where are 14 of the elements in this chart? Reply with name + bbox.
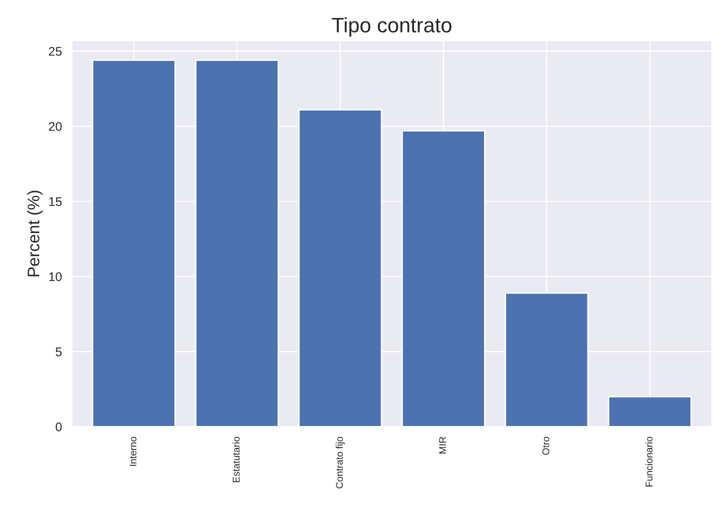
y-axis-title: Percent (%) [27,190,43,276]
y-tick-label: 15 [49,197,62,206]
y-tick-label: 25 [48,46,62,56]
y-tick-label: 5 [56,348,62,356]
y-tick-label: 10 [49,272,62,282]
chart-title: Tipo contrato [332,17,452,37]
y-tick-label: 0 [56,422,62,432]
x-tick-label: Funcionario [645,436,652,486]
x-tick-label: Contrato fijo [336,436,345,488]
x-tick-label: Estatutario [232,436,240,482]
x-tick-label: MIR [439,436,446,454]
x-tick-label: Otro [542,436,550,455]
x-tick-label: Interno [130,436,136,466]
y-tick-label: 20 [48,122,62,131]
